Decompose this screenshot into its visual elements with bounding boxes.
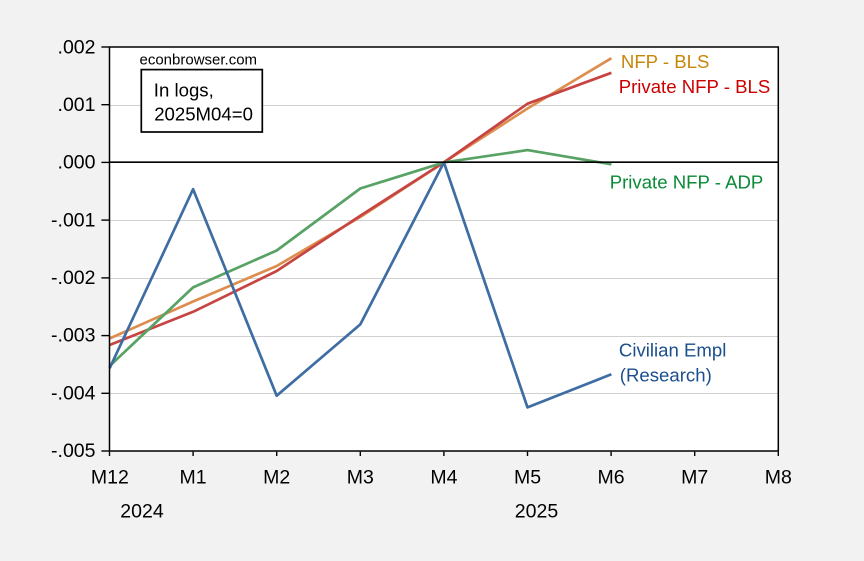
svg-text:M3: M3 xyxy=(347,466,374,488)
svg-text:M4: M4 xyxy=(430,466,457,488)
svg-text:In logs,: In logs, xyxy=(154,80,214,101)
svg-text:2024: 2024 xyxy=(120,501,164,523)
svg-text:M8: M8 xyxy=(765,466,792,488)
svg-text:.001: .001 xyxy=(58,94,96,116)
svg-text:-.002: -.002 xyxy=(51,267,95,289)
svg-text:Civilian Empl: Civilian Empl xyxy=(619,339,726,360)
svg-text:Private NFP - ADP: Private NFP - ADP xyxy=(610,172,764,193)
svg-text:-.003: -.003 xyxy=(51,325,95,347)
svg-text:M12: M12 xyxy=(91,466,129,488)
svg-text:M5: M5 xyxy=(514,466,541,488)
svg-text:M2: M2 xyxy=(263,466,290,488)
svg-text:econbrowser.com: econbrowser.com xyxy=(140,52,258,69)
svg-text:M6: M6 xyxy=(598,466,625,488)
svg-text:-.001: -.001 xyxy=(51,209,95,231)
svg-text:-.005: -.005 xyxy=(51,440,96,462)
svg-text:.000: .000 xyxy=(58,152,96,174)
svg-text:M1: M1 xyxy=(180,466,207,488)
svg-text:.002: .002 xyxy=(58,36,96,58)
svg-text:M7: M7 xyxy=(681,466,708,488)
svg-text:2025: 2025 xyxy=(515,501,559,523)
svg-text:Private NFP - BLS: Private NFP - BLS xyxy=(619,76,771,97)
svg-text:(Research): (Research) xyxy=(620,364,712,385)
svg-text:2025M04=0: 2025M04=0 xyxy=(154,104,253,125)
svg-text:-.004: -.004 xyxy=(51,382,96,404)
svg-text:NFP - BLS: NFP - BLS xyxy=(621,51,710,72)
